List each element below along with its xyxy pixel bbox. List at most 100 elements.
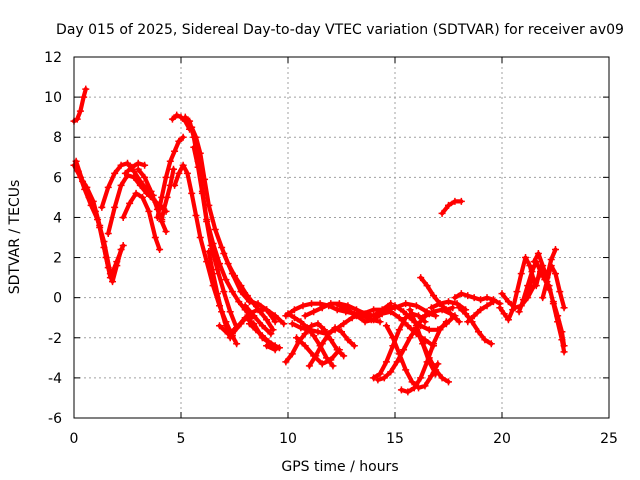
data-point [220,250,228,258]
series-arc-42 [438,197,465,217]
data-point [299,302,307,310]
data-point [547,262,555,270]
data-point [263,316,271,324]
data-point [331,324,339,332]
data-point [451,294,459,302]
data-point [316,300,324,308]
data-point [183,169,191,177]
data-point [442,320,450,328]
data-point [436,300,444,308]
data-point [393,358,401,366]
data-point [427,304,435,312]
data-point [408,316,416,324]
data-point [263,342,271,350]
data-point [387,308,395,316]
data-point [445,378,452,386]
data-point [166,157,174,165]
data-point [310,308,318,316]
data-point [391,302,399,310]
data-point [314,328,322,336]
data-point [134,159,142,167]
data-point [438,209,446,217]
data-point [271,312,279,320]
data-point [308,322,316,330]
y-tick-label: -6 [48,411,62,427]
series-arc-44 [455,304,495,348]
series-line [189,125,276,332]
data-point [162,173,170,181]
data-point [305,362,313,370]
data-point [370,316,378,324]
data-point [462,310,470,318]
data-point [370,306,378,314]
data-point [352,306,360,314]
series-line [294,335,342,366]
data-point [280,320,288,328]
data-point [233,340,241,348]
data-point [352,312,360,320]
data-point [519,296,527,304]
data-point [560,342,568,350]
data-point [288,350,296,358]
x-tick-label: 5 [177,431,186,447]
data-point [338,328,345,336]
data-point [412,326,420,334]
data-point [258,322,266,330]
data-point [119,213,127,221]
data-point [554,312,562,320]
data-point [156,246,164,254]
data-point [297,318,305,326]
data-point [205,201,213,209]
data-point [198,189,206,197]
data-point [87,201,95,209]
data-point [181,113,189,121]
y-tick-label: -2 [48,331,62,347]
data-point [94,215,102,223]
data-point [389,334,397,342]
y-tick-label: 6 [53,170,62,186]
grid [74,57,609,418]
data-point [220,288,228,296]
data-point [430,292,438,300]
data-point [528,274,536,282]
data-point [378,310,386,318]
data-point [515,308,523,316]
data-point [143,189,151,197]
data-point [126,199,134,207]
data-point [395,350,403,358]
data-point [470,312,478,320]
data-point [162,227,170,235]
series-line [76,169,113,276]
data-point [188,189,196,197]
data-point [211,225,219,233]
data-point [474,328,482,336]
data-point [406,334,414,342]
data-point [74,167,82,175]
data-point [179,161,187,169]
data-point [271,346,279,354]
series-arc-23 [263,342,279,354]
data-point [288,320,296,328]
data-point [404,322,412,330]
data-point [325,330,333,338]
data-point [254,306,262,314]
data-point [80,93,88,101]
data-point [406,306,414,314]
data-point [427,372,435,380]
data-point [301,330,309,338]
data-point [423,282,431,290]
data-point [226,308,234,316]
data-point [333,306,341,314]
data-point [504,316,512,324]
data-point [483,302,491,310]
data-point [134,165,142,173]
data-point [196,149,204,157]
series-arc-7 [119,189,164,254]
data-point [432,366,440,374]
data-point [496,304,504,312]
data-point [269,326,277,334]
data-point [387,368,395,376]
data-point [477,306,485,314]
data-point [453,300,461,308]
series-arc-28 [305,324,358,370]
